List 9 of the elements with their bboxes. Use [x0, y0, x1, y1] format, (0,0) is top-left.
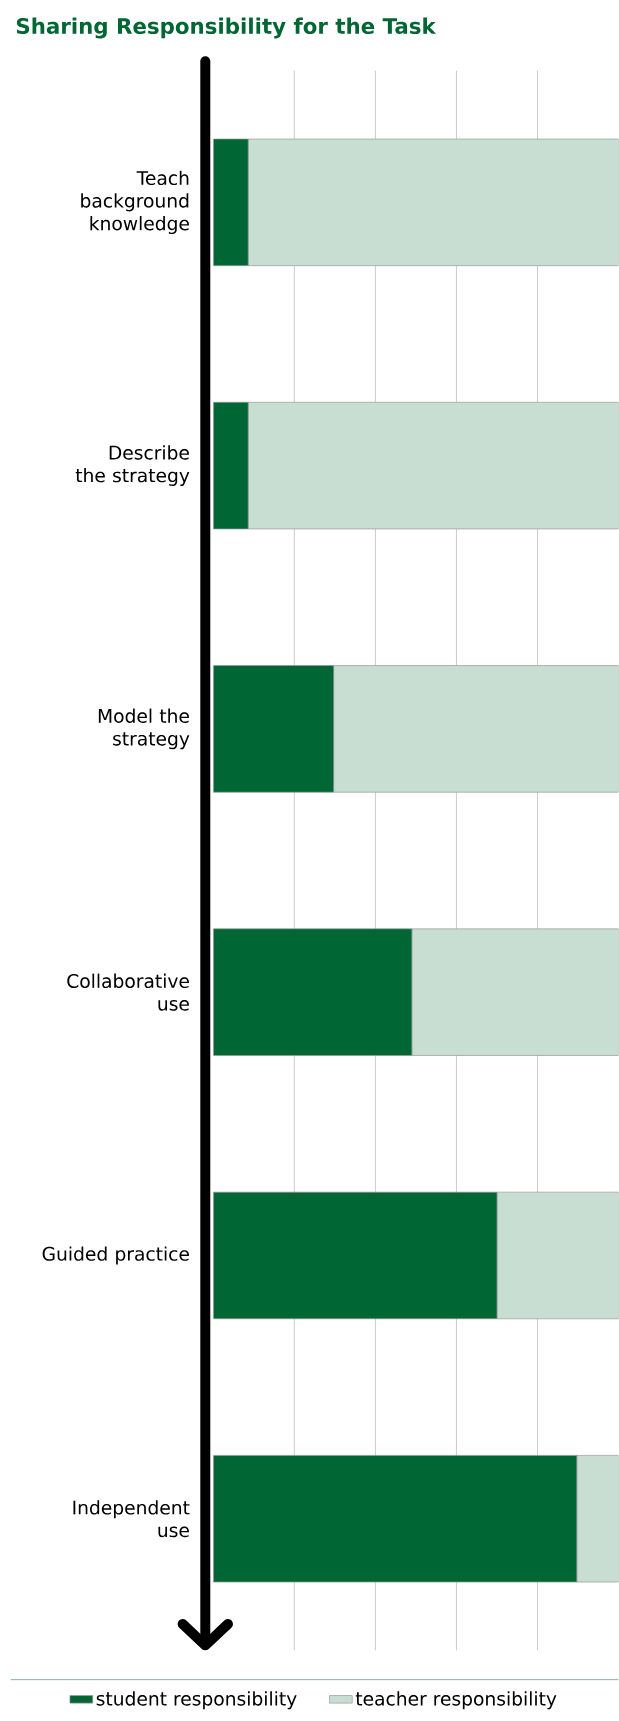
y-tick-label: Model the strategy — [99, 708, 190, 750]
y-tick-label: Describe the strategy — [75, 445, 190, 486]
y-tick-label: Teach background knowledge — [81, 170, 190, 235]
chart-title: Sharing Responsibility for the Task — [17, 17, 437, 39]
y-tick-label: Independent use — [73, 1500, 190, 1538]
legend-label: student responsibility — [96, 1691, 297, 1710]
legend-label: teacher responsibility — [356, 1691, 557, 1710]
y-tick-label: Guided practice — [42, 1246, 190, 1265]
y-tick-label: Collaborative use — [67, 973, 190, 1011]
